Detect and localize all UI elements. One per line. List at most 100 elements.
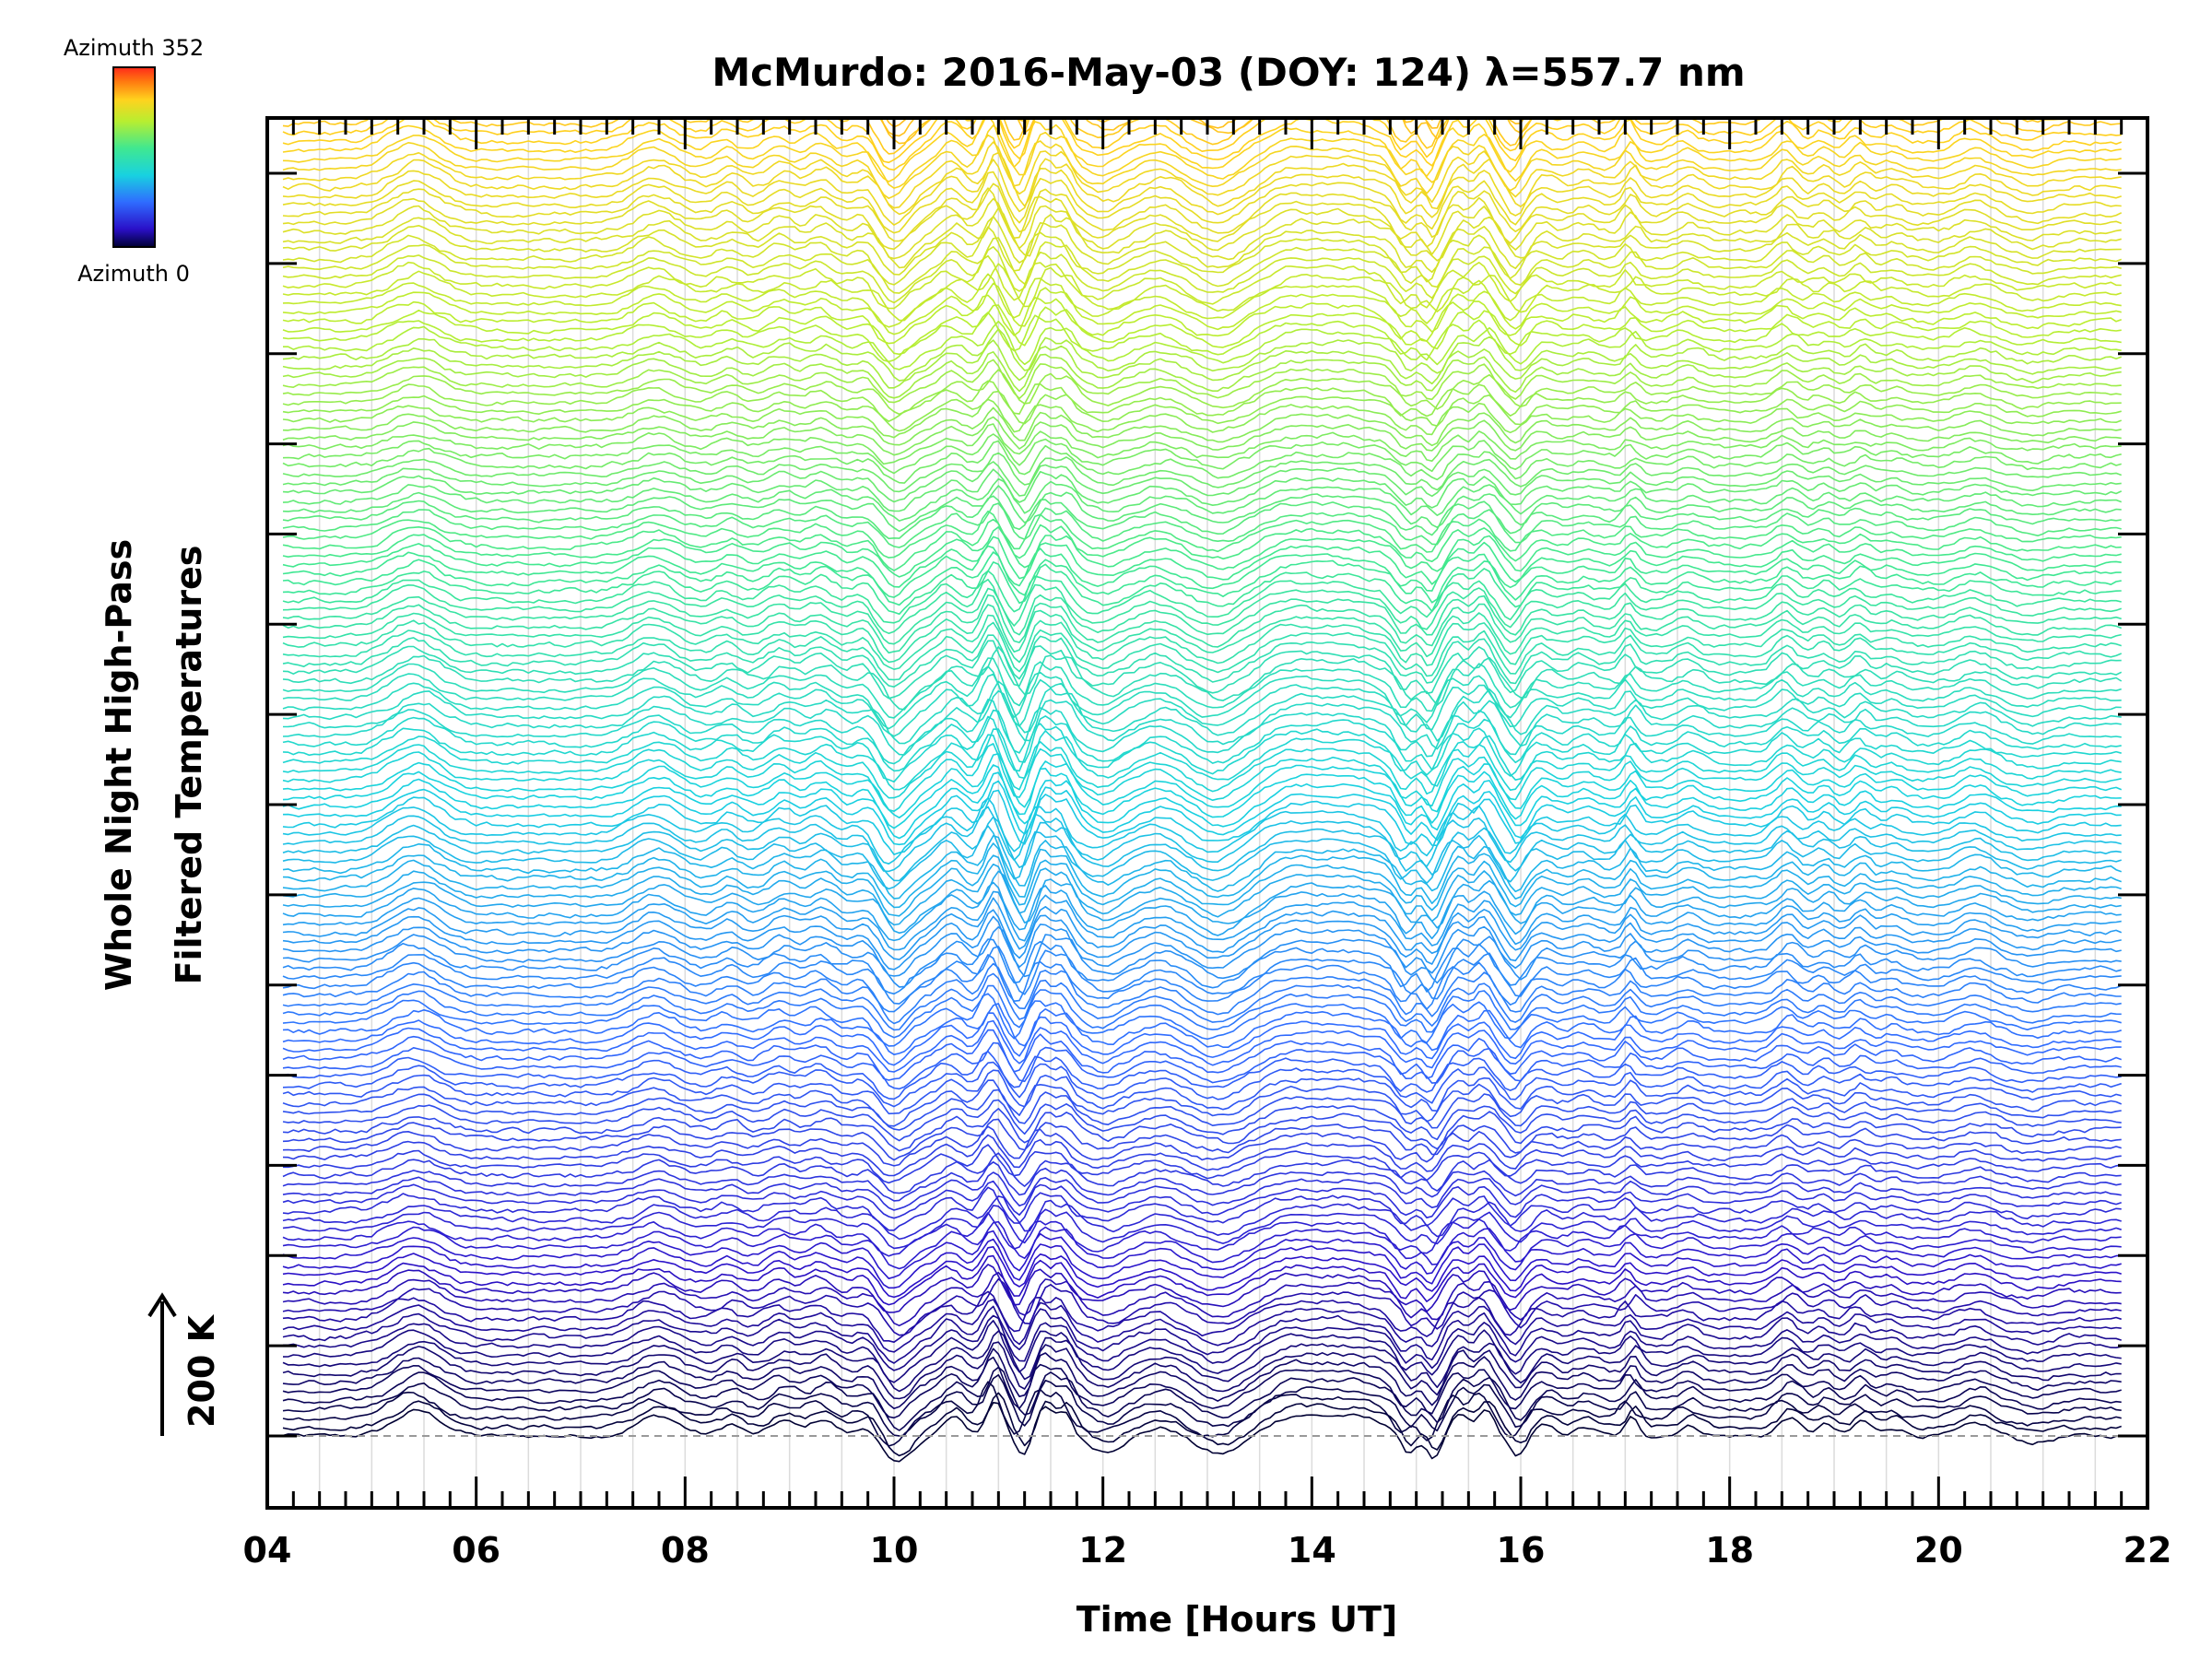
- series-line-azimuth-68: [282, 1108, 2122, 1152]
- series-line-azimuth-274: [282, 171, 2122, 234]
- series-line-azimuth-8: [282, 1366, 2122, 1431]
- series-line-azimuth-98: [282, 962, 2122, 1025]
- series-line-azimuth-128: [282, 825, 2122, 890]
- x-tick-label: 22: [2124, 1530, 2172, 1571]
- series-line-azimuth-94: [282, 984, 2122, 1039]
- x-tick-label: 14: [1288, 1530, 1336, 1571]
- x-tick-label: 06: [452, 1530, 500, 1571]
- series-line-azimuth-212: [282, 461, 2122, 503]
- series-line-azimuth-46: [282, 1205, 2122, 1250]
- series-line-azimuth-270: [282, 187, 2122, 251]
- series-line-azimuth-136: [282, 789, 2122, 855]
- series-line-azimuth-180: [282, 594, 2122, 654]
- series-line-azimuth-70: [282, 1099, 2122, 1142]
- series-line-azimuth-106: [282, 925, 2122, 988]
- series-line-azimuth-272: [282, 182, 2123, 242]
- colorbar-gradient: [112, 66, 156, 248]
- series-line-azimuth-60: [283, 1144, 2122, 1184]
- series-line-azimuth-32: [282, 1264, 2122, 1313]
- series-line-azimuth-84: [282, 1029, 2122, 1081]
- series-line-azimuth-262: [282, 226, 2122, 286]
- series-line-azimuth-6: [282, 1374, 2122, 1437]
- series-line-azimuth-170: [282, 640, 2123, 700]
- series-line-azimuth-194: [282, 535, 2122, 588]
- series-line-azimuth-130: [282, 816, 2122, 882]
- series-line-azimuth-166: [282, 657, 2122, 719]
- series-line-azimuth-250: [282, 282, 2122, 335]
- series-line-azimuth-284: [282, 124, 2122, 189]
- scale-bar-label: 200 K: [182, 1313, 222, 1428]
- y-axis-label-line1: Whole Night High-Pass: [99, 539, 139, 991]
- series-line-azimuth-58: [282, 1152, 2122, 1194]
- series-line-azimuth-0: [282, 1402, 2122, 1463]
- series-line-azimuth-10: [282, 1356, 2122, 1419]
- series-line-azimuth-148: [282, 734, 2122, 799]
- series-line-azimuth-242: [283, 320, 2122, 371]
- series-line-azimuth-182: [282, 587, 2122, 645]
- series-line-azimuth-126: [282, 834, 2122, 900]
- series-line-azimuth-286: [282, 114, 2122, 182]
- series-line-azimuth-164: [282, 665, 2122, 730]
- series-line-azimuth-214: [282, 452, 2122, 493]
- series-line-azimuth-244: [282, 312, 2122, 363]
- series-line-azimuth-178: [282, 604, 2122, 664]
- series-line-azimuth-104: [282, 938, 2122, 995]
- series-line-azimuth-92: [282, 993, 2122, 1047]
- series-line-azimuth-190: [282, 551, 2122, 606]
- series-line-azimuth-34: [282, 1254, 2122, 1306]
- series-line-azimuth-100: [282, 954, 2123, 1013]
- series-line-azimuth-120: [282, 863, 2122, 926]
- series-line-azimuth-52: [282, 1180, 2122, 1219]
- series-line-azimuth-36: [282, 1246, 2122, 1299]
- series-line-azimuth-44: [282, 1212, 2122, 1257]
- series-line-azimuth-86: [282, 1019, 2122, 1073]
- series-line-azimuth-14: [282, 1341, 2122, 1400]
- series-line-azimuth-152: [282, 715, 2122, 783]
- series-line-azimuth-26: [282, 1290, 2122, 1343]
- series-line-azimuth-116: [282, 881, 2122, 942]
- axis-ticks: [265, 118, 2149, 1508]
- series-line-azimuth-278: [282, 151, 2122, 216]
- series-line-azimuth-134: [282, 797, 2122, 865]
- series-line-azimuth-172: [282, 634, 2122, 688]
- series-line-azimuth-256: [282, 254, 2122, 310]
- mask-bottom: [0, 1508, 2212, 1659]
- colorbar-bottom-label: Azimuth 0: [77, 261, 190, 287]
- chart-title: McMurdo: 2016-May-03 (DOY: 124) λ=557.7 …: [712, 50, 1745, 95]
- series-line-azimuth-288: [282, 106, 2122, 171]
- x-tick-label: 18: [1705, 1530, 1754, 1571]
- series-line-azimuth-12: [282, 1347, 2122, 1409]
- series-line-azimuth-268: [282, 197, 2122, 260]
- x-tick-label: 16: [1497, 1530, 1546, 1571]
- series-line-azimuth-158: [282, 689, 2122, 756]
- series-line-azimuth-228: [282, 390, 2122, 432]
- series-line-azimuth-184: [282, 578, 2122, 635]
- series-line-azimuth-16: [282, 1330, 2122, 1393]
- scale-bar: 200 K: [147, 1292, 222, 1436]
- series-line-azimuth-224: [282, 406, 2122, 447]
- series-line-azimuth-132: [282, 806, 2122, 873]
- series-line-azimuth-168: [282, 646, 2123, 711]
- series-line-azimuth-72: [282, 1088, 2122, 1131]
- x-tick-label: 08: [661, 1530, 710, 1571]
- series-line-azimuth-154: [282, 709, 2122, 772]
- x-tick-labels: 04 06 08 10 12 14 16 18 20 22: [243, 1530, 2172, 1571]
- series-line-azimuth-144: [282, 753, 2122, 819]
- x-tick-label: 10: [870, 1530, 919, 1571]
- series-line-azimuth-142: [282, 764, 2122, 830]
- series-line-azimuth-234: [282, 359, 2122, 404]
- series-line-azimuth-236: [282, 350, 2122, 399]
- series-line-azimuth-76: [282, 1069, 2122, 1115]
- series-line-azimuth-102: [282, 946, 2122, 1005]
- series-line-azimuth-174: [282, 621, 2123, 681]
- series-line-azimuth-114: [282, 890, 2122, 951]
- series-line-azimuth-280: [282, 141, 2122, 209]
- series-line-azimuth-246: [282, 304, 2122, 356]
- colorbar: Azimuth 352 Azimuth 0: [64, 35, 204, 287]
- series-line-azimuth-176: [282, 614, 2122, 671]
- x-tick-label: 12: [1078, 1530, 1127, 1571]
- series-line-azimuth-82: [282, 1041, 2122, 1090]
- series-line-azimuth-124: [282, 842, 2122, 909]
